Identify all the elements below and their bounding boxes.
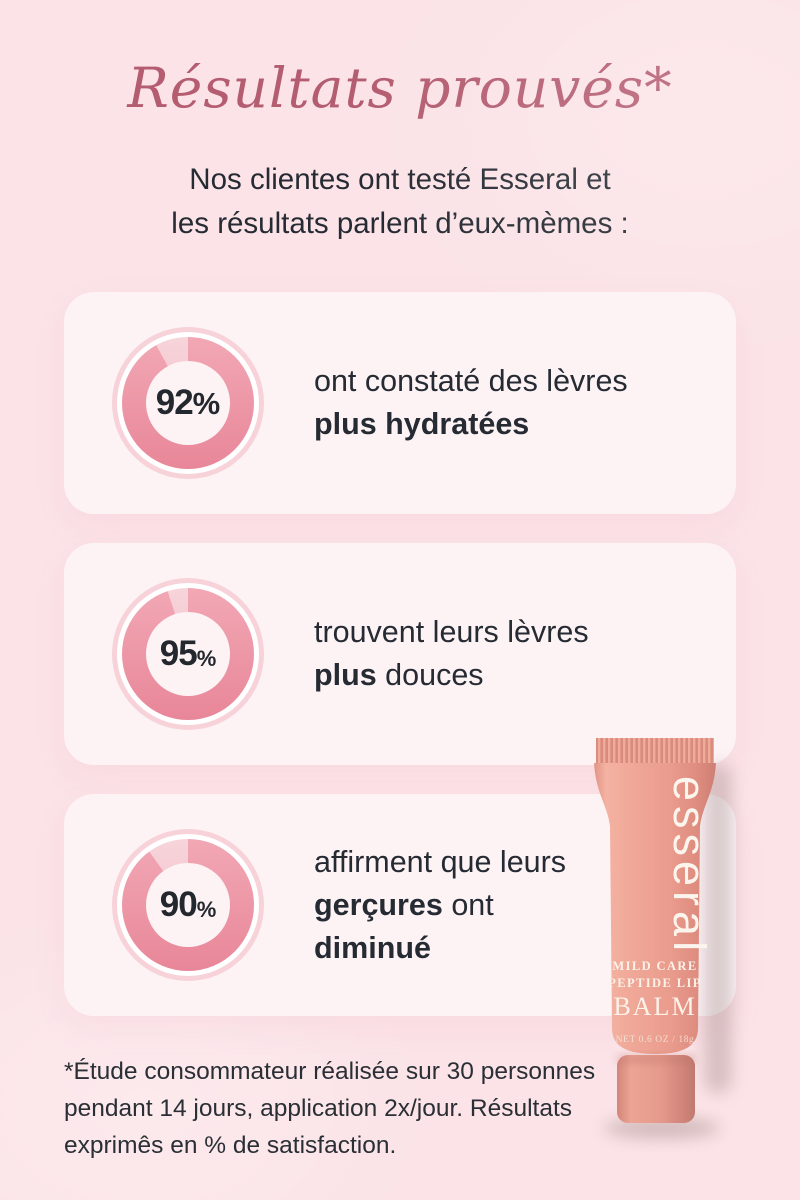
tube-body [594, 763, 716, 1054]
stat-description: trouvent leurs lèvres plus douces [314, 611, 589, 697]
donut-white-ring: 90% [117, 834, 259, 976]
stat-card-hydration: 92% ont constaté des lèvres plus hydraté… [64, 292, 736, 514]
footnote-line-1: *Étude consommateur réalisée sur 30 pers… [64, 1058, 596, 1085]
donut-chart-chapping: 90% [112, 829, 264, 981]
donut-center-label: 90% [146, 863, 230, 947]
stat-value: 95 [159, 634, 198, 673]
product-image-lip-balm-tube: esseral MILD CARE PEPTIDE LIP BALM NET 0… [594, 738, 732, 1139]
donut-ring: 92% [122, 337, 254, 469]
donut-chart-softness: 95% [112, 578, 264, 730]
subtitle-line-1: Nos clientes ont testé Esseral et [189, 163, 611, 196]
stat-unit: % [196, 896, 217, 922]
stat-line-2: gerçures ont [314, 884, 566, 927]
stat-line-2-rest: douces [376, 658, 484, 692]
donut-white-ring: 95% [117, 583, 259, 725]
stat-description: affirment que leurs gerçures ont diminué [314, 841, 566, 970]
stat-emphasis: plus hydratées [314, 407, 530, 441]
tube-shadow [704, 764, 732, 1094]
stat-line-1: ont constaté des lèvres [314, 364, 628, 398]
stat-description: ont constaté des lèvres plus hydratées [314, 360, 628, 446]
product-label-line-3: BALM [613, 992, 696, 1021]
subtitle-line-2: les résultats parlent d’eux-mèmes : [171, 207, 629, 240]
donut-ring: 95% [122, 588, 254, 720]
stat-value: 90 [159, 885, 198, 924]
page-title: Résultats prouvés* [127, 56, 673, 120]
stat-line-2-rest: ont [442, 887, 494, 922]
donut-white-ring: 92% [117, 332, 259, 474]
donut-center-label: 92% [146, 361, 230, 445]
tube-cap-shading [617, 1055, 695, 1063]
stat-unit: % [196, 645, 217, 671]
stat-card-softness: 95% trouvent leurs lèvres plus douces [64, 543, 736, 765]
product-label-line-1: MILD CARE [612, 959, 697, 973]
stat-line-2: plus douces [314, 654, 589, 697]
product-label-line-2: PEPTIDE LIP [608, 976, 702, 990]
brand-name: esseral [664, 776, 715, 956]
donut-chart-hydration: 92% [112, 327, 264, 479]
page-subtitle: Nos clientes ont testé Esseral et les ré… [0, 158, 800, 246]
stat-line-3: diminué [314, 927, 566, 970]
stat-line-1: trouvent leurs lèvres [314, 615, 589, 649]
stat-line-2: plus hydratées [314, 403, 628, 446]
stat-value: 92 [155, 383, 194, 422]
footnote-disclaimer: *Étude consommateur réalisée sur 30 pers… [64, 1053, 595, 1164]
footnote-line-2: pendant 14 jours, application 2x/jour. R… [64, 1095, 573, 1122]
stat-emphasis: plus [314, 658, 377, 692]
donut-center-label: 95% [146, 612, 230, 696]
stat-line-1: affirment que leurs [314, 844, 567, 879]
product-net-weight: NET 0.6 OZ / 18g [616, 1035, 695, 1045]
stat-card-list: 92% ont constaté des lèvres plus hydraté… [64, 292, 736, 1045]
stat-emphasis: diminué [314, 930, 431, 965]
donut-ring: 90% [122, 839, 254, 971]
stat-emphasis: gerçures [314, 887, 443, 922]
tube-cap [617, 1055, 695, 1123]
stat-unit: % [192, 386, 221, 421]
footnote-line-3: exprimês en % de satisfaction. [64, 1132, 397, 1159]
tube-crimp [596, 738, 714, 764]
